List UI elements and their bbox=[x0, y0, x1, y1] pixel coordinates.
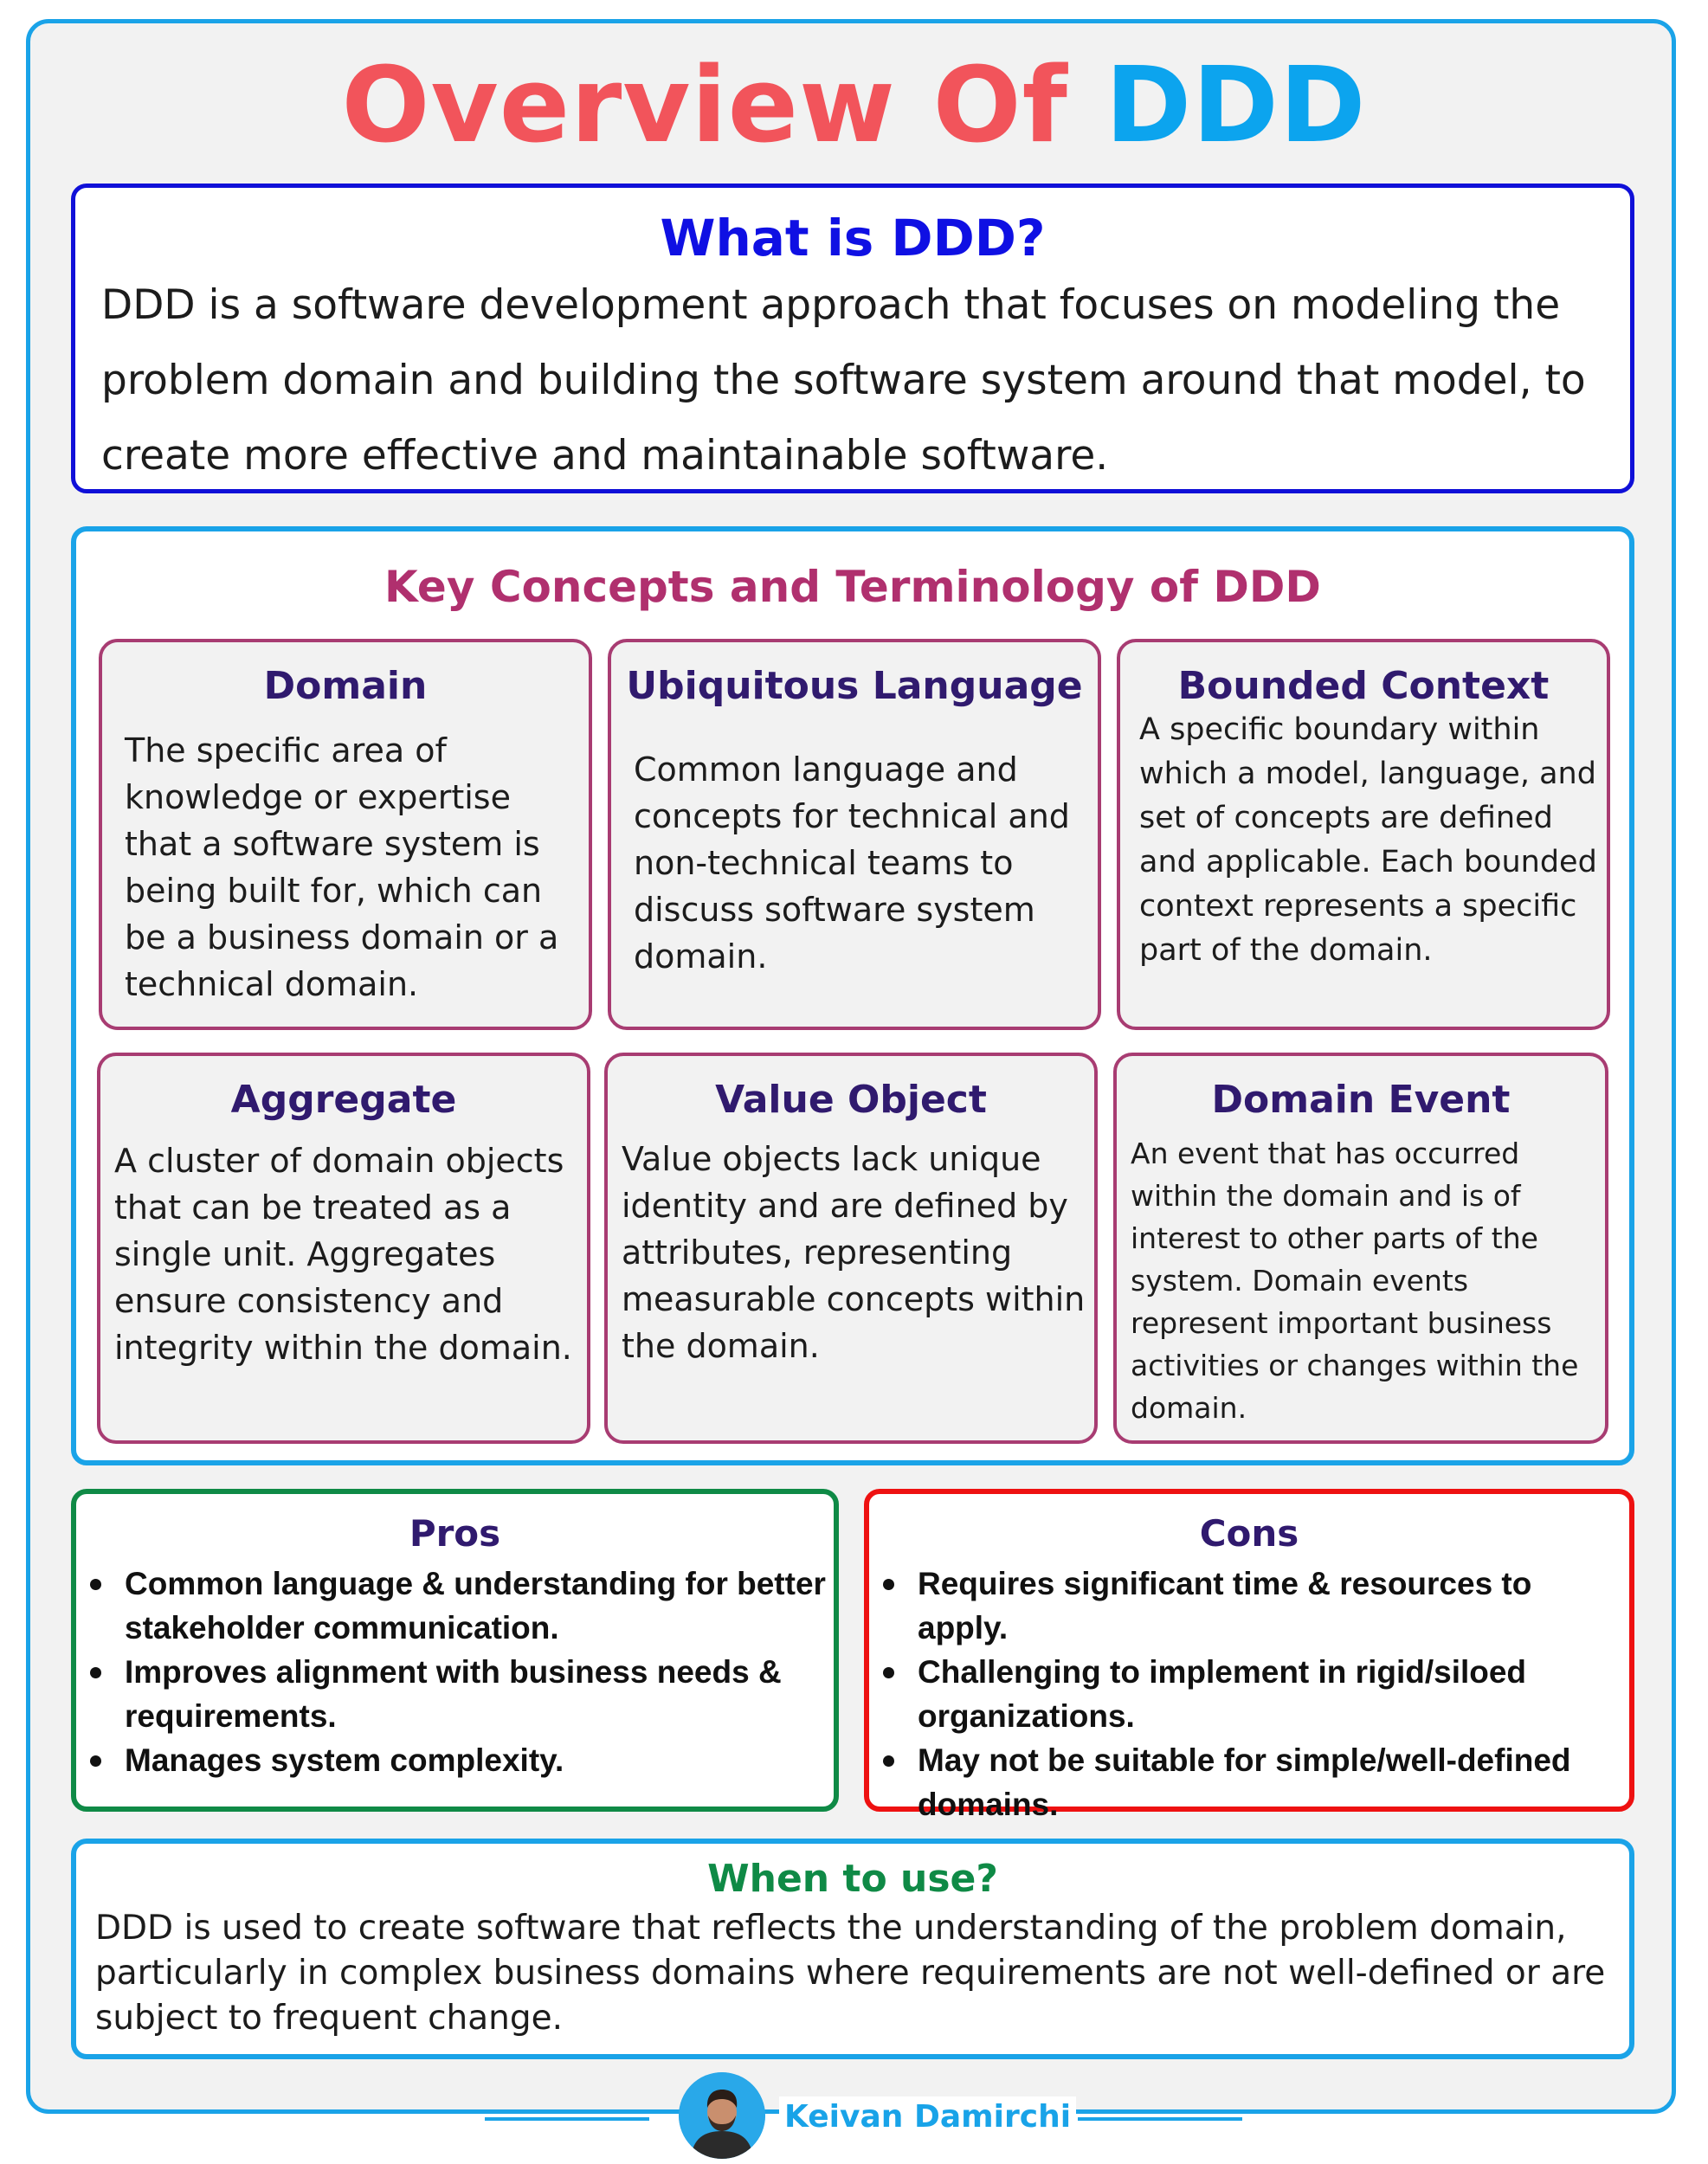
concept-card-domain-event: Domain Event An event that has occurred … bbox=[1113, 1053, 1608, 1444]
cons-heading: Cons bbox=[1199, 1512, 1299, 1555]
list-item: Improves alignment with business needs &… bbox=[85, 1650, 834, 1738]
footer-divider-right bbox=[1078, 2117, 1242, 2121]
concept-title: Value Object bbox=[715, 1078, 987, 1122]
what-is-heading: What is DDD? bbox=[660, 209, 1046, 267]
pros-list: Common language & understanding for bett… bbox=[76, 1562, 834, 1782]
what-is-section: What is DDD? DDD is a software developme… bbox=[71, 184, 1634, 493]
key-concepts-section: Key Concepts and Terminology of DDD Doma… bbox=[71, 526, 1634, 1465]
list-item: Requires significant time & resources to… bbox=[878, 1562, 1629, 1650]
page-title: Overview Of DDD bbox=[0, 42, 1708, 171]
author-name: Keivan Damirchi bbox=[779, 2096, 1077, 2138]
concept-text: Value objects lack unique identity and a… bbox=[622, 1140, 1086, 1365]
concept-card-value-object: Value Object Value objects lack unique i… bbox=[604, 1053, 1098, 1444]
concept-title: Ubiquitous Language bbox=[626, 664, 1083, 708]
list-item: Challenging to implement in rigid/siloed… bbox=[878, 1650, 1629, 1738]
cons-section: Cons Requires significant time & resourc… bbox=[864, 1489, 1634, 1822]
title-part-2: DDD bbox=[1105, 46, 1367, 166]
list-item: May not be suitable for simple/well-defi… bbox=[878, 1738, 1629, 1826]
title-part-1: Overview Of bbox=[341, 46, 1068, 166]
concept-text: Common language and concepts for technic… bbox=[634, 750, 1070, 976]
concept-text: An event that has occurred within the do… bbox=[1131, 1137, 1579, 1425]
concept-text: A specific boundary within which a model… bbox=[1139, 712, 1597, 968]
pros-heading: Pros bbox=[409, 1512, 501, 1555]
concept-title: Domain bbox=[263, 664, 428, 708]
pros-section: Pros Common language & understanding for… bbox=[71, 1489, 839, 1812]
key-concepts-heading: Key Concepts and Terminology of DDD bbox=[384, 562, 1321, 612]
when-to-use-text: DDD is used to create software that refl… bbox=[95, 1909, 1606, 2038]
concept-title: Bounded Context bbox=[1177, 664, 1550, 708]
concept-card-ubiquitous-language: Ubiquitous Language Common language and … bbox=[608, 639, 1101, 1030]
concept-title: Domain Event bbox=[1211, 1078, 1511, 1122]
cons-list: Requires significant time & resources to… bbox=[869, 1562, 1629, 1826]
concept-card-aggregate: Aggregate A cluster of domain objects th… bbox=[97, 1053, 590, 1444]
concept-title: Aggregate bbox=[230, 1078, 457, 1122]
concept-card-bounded-context: Bounded Context A specific boundary with… bbox=[1117, 639, 1610, 1030]
what-is-text: DDD is a software development approach t… bbox=[101, 281, 1586, 480]
footer-divider-left bbox=[485, 2117, 649, 2121]
concept-card-domain: Domain The specific area of knowledge or… bbox=[99, 639, 592, 1030]
list-item: Manages system complexity. bbox=[85, 1738, 834, 1782]
when-to-use-heading: When to use? bbox=[707, 1857, 998, 1901]
concept-text: A cluster of domain objects that can be … bbox=[114, 1142, 572, 1367]
person-avatar-icon bbox=[679, 2072, 765, 2159]
list-item: Common language & understanding for bett… bbox=[85, 1562, 834, 1650]
concept-text: The specific area of knowledge or expert… bbox=[125, 731, 559, 1003]
when-to-use-section: When to use? DDD is used to create softw… bbox=[71, 1839, 1634, 2059]
